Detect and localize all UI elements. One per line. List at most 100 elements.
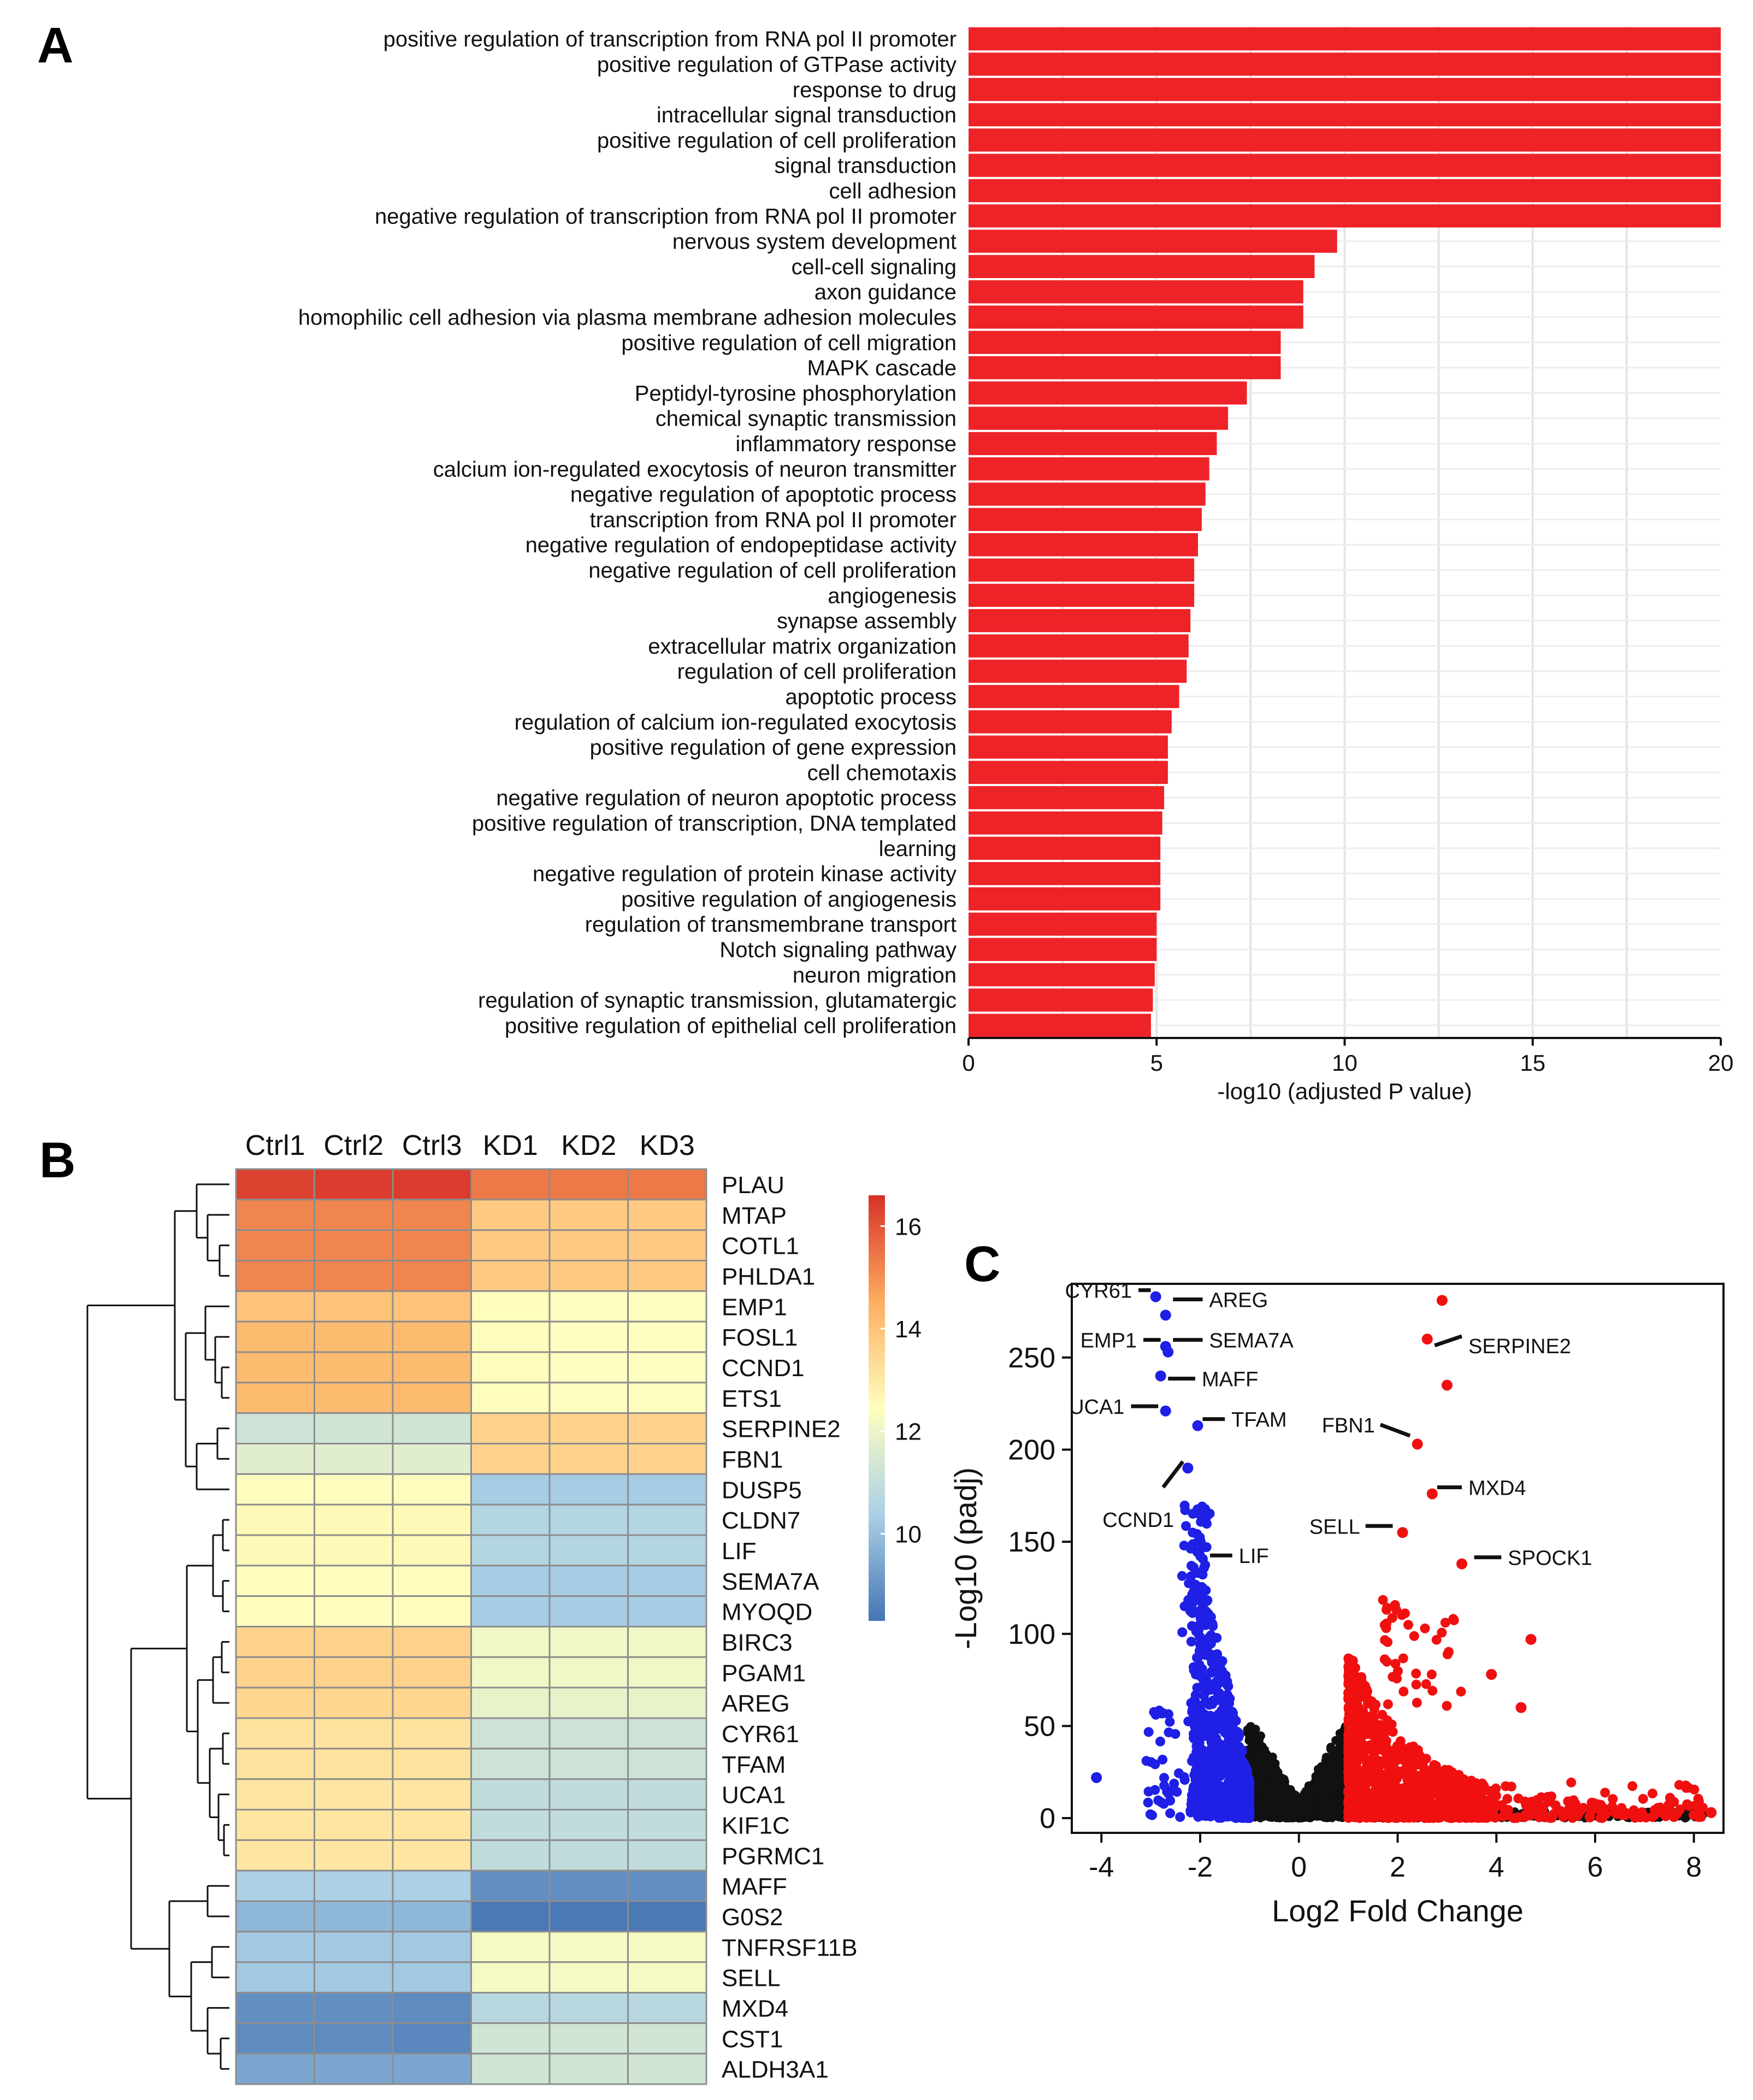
category-label-39: regulation of synaptic transmission, glu…: [478, 989, 957, 1013]
data-point: [1705, 1807, 1717, 1818]
heatmap-cell: [314, 2052, 394, 2085]
data-point: [1348, 1655, 1358, 1666]
heatmap-cell: [627, 1473, 707, 1506]
row-label-BIRC3: BIRC3: [722, 1629, 793, 1656]
heatmap-cell: [627, 1992, 707, 2024]
data-point: [1441, 1379, 1453, 1391]
heatmap-cell: [314, 1320, 394, 1353]
category-label-19: negative regulation of apoptotic process: [570, 483, 957, 507]
y-tick-label: 150: [1008, 1526, 1055, 1558]
gene-label-MXD4: MXD4: [1468, 1477, 1526, 1500]
data-point: [1196, 1757, 1207, 1768]
heatmap-cell: [627, 1199, 707, 1231]
bar-24: [969, 609, 1191, 633]
heatmap-cell: [548, 1656, 629, 1689]
data-point: [1323, 1799, 1332, 1808]
data-point: [1320, 1812, 1330, 1821]
heatmap-cell: [470, 1626, 551, 1658]
data-point: [1430, 1801, 1440, 1811]
category-label-29: positive regulation of gene expression: [589, 736, 957, 760]
data-point: [1177, 1571, 1187, 1581]
data-point: [1404, 1743, 1414, 1754]
gene-label-CCND1: CCND1: [1102, 1509, 1174, 1532]
data-point: [1165, 1716, 1175, 1727]
data-point: [1426, 1774, 1437, 1785]
heatmap-cell: [314, 1778, 394, 1811]
data-point: [1143, 1797, 1153, 1808]
gene-label-EMP1: EMP1: [1081, 1330, 1137, 1353]
x-tick-label: 20: [1708, 1050, 1734, 1076]
data-point: [1638, 1794, 1648, 1804]
leader-line-FBN1: [1379, 1423, 1411, 1438]
data-point: [1318, 1767, 1327, 1777]
data-point: [1661, 1811, 1671, 1821]
data-point: [1149, 1707, 1159, 1717]
category-label-14: MAPK cascade: [807, 356, 957, 380]
column-label-KD2: KD2: [561, 1130, 616, 1161]
data-point: [1563, 1796, 1573, 1807]
data-point: [1355, 1813, 1365, 1823]
heatmap-cell: [627, 1778, 707, 1811]
row-label-SEMA7A: SEMA7A: [722, 1568, 819, 1595]
category-label-5: positive regulation of cell proliferatio…: [597, 128, 957, 152]
data-point: [1262, 1755, 1272, 1764]
bar-2: [969, 52, 1721, 76]
heatmap-cell: [392, 2052, 472, 2085]
data-point: [1421, 1766, 1432, 1777]
data-point: [1431, 1635, 1442, 1645]
x-axis-title: -log10 (adjusted P value): [1217, 1078, 1472, 1104]
bar-33: [969, 836, 1161, 860]
bar-13: [969, 331, 1281, 354]
data-point: [1211, 1667, 1221, 1678]
heatmap-cell: [548, 1503, 629, 1536]
data-point: [1285, 1800, 1295, 1809]
data-point: [1218, 1712, 1229, 1723]
bar-3: [969, 78, 1721, 101]
data-point: [1196, 1596, 1206, 1607]
heatmap-cell: [235, 1320, 315, 1353]
panel-label-c: C: [964, 1236, 1000, 1292]
heatmap-cell: [548, 1992, 629, 2024]
data-point: [1447, 1813, 1457, 1823]
heatmap-cell: [470, 1900, 551, 1933]
bar-16: [969, 406, 1229, 430]
data-point: [1143, 1786, 1154, 1797]
heatmap-cell: [627, 1900, 707, 1933]
heatmap-cell: [627, 1626, 707, 1658]
gene-label-FBN1: FBN1: [1322, 1414, 1375, 1437]
heatmap-cell: [470, 1503, 551, 1536]
data-point: [1226, 1712, 1236, 1722]
data-point: [1145, 1809, 1155, 1819]
data-point: [1226, 1733, 1237, 1744]
data-point: [1407, 1764, 1417, 1774]
data-point: [1165, 1808, 1176, 1819]
heatmap-cell: [235, 1961, 315, 1994]
data-point: [1173, 1768, 1184, 1778]
data-point: [1456, 1686, 1466, 1697]
data-point: [1155, 1736, 1165, 1747]
heatmap-cell: [314, 1412, 394, 1445]
heatmap-cell: [548, 1748, 629, 1780]
bar-25: [969, 634, 1189, 658]
heatmap-cell: [470, 1595, 551, 1628]
bar-19: [969, 482, 1206, 506]
heatmap-cell: [392, 1748, 472, 1780]
heatmap-cell: [314, 1869, 394, 1902]
heatmap-cell: [314, 1351, 394, 1384]
data-point: [1187, 1561, 1197, 1571]
heatmap-cell: [470, 1809, 551, 1841]
category-label-38: neuron migration: [793, 963, 957, 987]
data-point: [1369, 1704, 1379, 1714]
data-point: [1212, 1653, 1222, 1664]
data-point: [1254, 1758, 1264, 1767]
colorbar: [869, 1195, 885, 1621]
heatmap-cell: [627, 1565, 707, 1597]
data-point: [1503, 1810, 1513, 1820]
data-point: [1366, 1696, 1377, 1707]
heatmap-cell: [235, 1686, 315, 1719]
data-point: [1420, 1623, 1430, 1633]
heatmap-cell: [392, 1961, 472, 1994]
data-point: [1411, 1679, 1421, 1690]
heatmap-cell: [235, 1290, 315, 1323]
